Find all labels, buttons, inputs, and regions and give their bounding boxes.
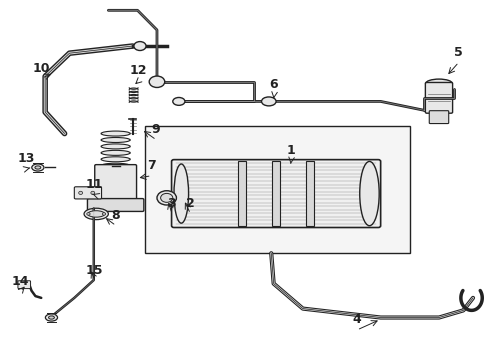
Ellipse shape	[134, 41, 146, 50]
FancyBboxPatch shape	[428, 111, 448, 123]
Ellipse shape	[101, 163, 130, 168]
Ellipse shape	[160, 193, 172, 202]
Text: 8: 8	[111, 209, 120, 222]
Text: 15: 15	[86, 264, 103, 277]
Ellipse shape	[101, 131, 130, 136]
Text: 4: 4	[351, 314, 360, 327]
Ellipse shape	[35, 166, 41, 169]
Ellipse shape	[101, 138, 130, 143]
Ellipse shape	[84, 208, 108, 220]
Ellipse shape	[157, 191, 176, 205]
Ellipse shape	[87, 211, 104, 217]
Ellipse shape	[359, 161, 378, 226]
FancyBboxPatch shape	[95, 165, 136, 201]
Text: 7: 7	[146, 159, 155, 172]
Ellipse shape	[102, 213, 105, 215]
FancyBboxPatch shape	[87, 199, 143, 211]
Bar	[238, 161, 245, 226]
Bar	[272, 161, 280, 226]
Ellipse shape	[101, 150, 130, 156]
Ellipse shape	[86, 213, 90, 215]
Text: 14: 14	[11, 275, 29, 288]
Bar	[305, 161, 313, 226]
Text: 12: 12	[129, 64, 147, 77]
Text: 6: 6	[269, 78, 277, 91]
Ellipse shape	[261, 97, 276, 106]
Ellipse shape	[79, 191, 82, 194]
Text: 3: 3	[167, 197, 176, 210]
Ellipse shape	[101, 144, 130, 149]
Text: 1: 1	[286, 144, 294, 157]
Text: 2: 2	[185, 197, 194, 210]
Text: 13: 13	[18, 152, 35, 165]
Ellipse shape	[172, 98, 184, 105]
Ellipse shape	[425, 79, 451, 88]
Text: 10: 10	[32, 62, 50, 75]
FancyBboxPatch shape	[74, 187, 102, 199]
FancyBboxPatch shape	[18, 281, 30, 289]
Ellipse shape	[48, 316, 54, 319]
Ellipse shape	[32, 164, 44, 171]
Text: 11: 11	[86, 179, 103, 192]
Ellipse shape	[174, 164, 188, 223]
FancyBboxPatch shape	[171, 159, 380, 228]
Ellipse shape	[149, 76, 164, 87]
Bar	[144, 126, 409, 253]
Ellipse shape	[101, 157, 130, 162]
FancyBboxPatch shape	[425, 82, 452, 113]
Text: 5: 5	[453, 46, 462, 59]
Ellipse shape	[91, 191, 95, 194]
Ellipse shape	[45, 314, 58, 321]
Text: 9: 9	[151, 123, 160, 136]
